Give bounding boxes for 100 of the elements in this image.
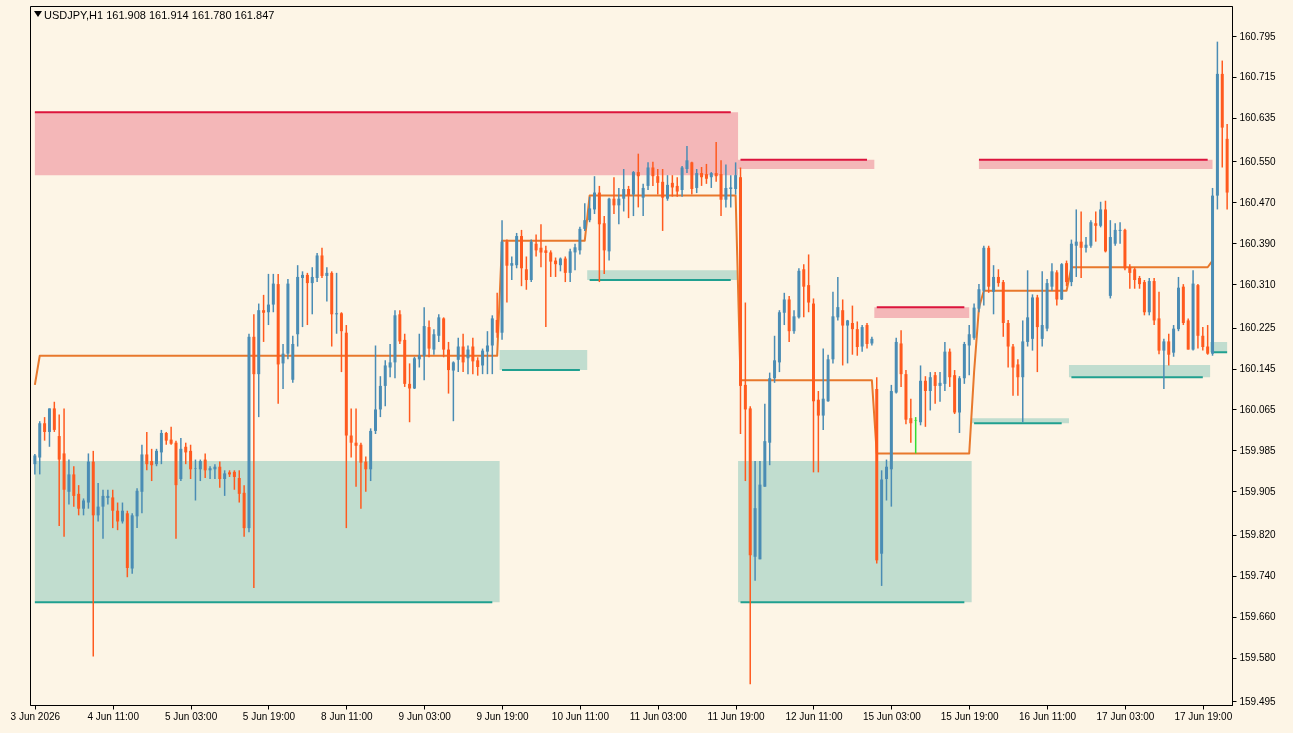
candlestick (583, 202, 587, 232)
candlestick (734, 161, 738, 196)
candlestick (884, 458, 888, 502)
candlestick (301, 270, 305, 328)
candlestick (588, 195, 592, 223)
candlestick (821, 347, 825, 431)
y-tick-label: 160.715 (1239, 71, 1277, 83)
candlestick (816, 390, 820, 474)
candlestick (860, 324, 864, 353)
candlestick (1118, 221, 1122, 245)
x-tick-label: 8 Jun 11:00 (321, 710, 374, 722)
candlestick (1206, 324, 1210, 356)
candlestick (77, 484, 81, 517)
candlestick (1162, 338, 1166, 390)
y-tick-label: 159.905 (1239, 485, 1277, 497)
candlestick (1099, 201, 1103, 229)
candlestick (325, 266, 329, 303)
candlestick (101, 489, 105, 540)
x-tick-label: 11 Jun 19:00 (707, 710, 766, 722)
x-tick-label: 15 Jun 03:00 (862, 710, 922, 722)
y-tick-label: 160.065 (1239, 403, 1277, 415)
candlestick (1011, 343, 1015, 397)
candlestick (1128, 263, 1132, 290)
x-tick-label: 17 Jun 19:00 (1174, 710, 1233, 722)
candlestick (646, 161, 650, 191)
candlestick (520, 229, 524, 287)
candlestick (427, 319, 431, 359)
candlestick (456, 337, 460, 373)
candlestick (841, 298, 845, 367)
candlestick (782, 292, 786, 326)
candlestick (451, 360, 455, 422)
candlestick (967, 324, 971, 376)
x-tick-label: 17 Jun 03:00 (1096, 710, 1155, 722)
candlestick (193, 458, 197, 502)
candlestick (159, 429, 163, 465)
candlestick (305, 272, 309, 326)
candlestick (388, 343, 392, 378)
candlestick (364, 455, 368, 493)
candlestick (1079, 210, 1083, 279)
candlestick (349, 407, 353, 459)
candlestick (320, 247, 324, 279)
candlestick (622, 168, 626, 213)
candlestick (72, 465, 76, 508)
candlestick (510, 255, 514, 281)
candlestick (354, 407, 358, 488)
x-tick-label: 5 Jun 03:00 (164, 710, 218, 722)
candlestick (617, 187, 621, 226)
candlestick (237, 469, 241, 504)
candlestick (923, 375, 927, 428)
candlestick (1113, 222, 1117, 247)
candlestick (1006, 319, 1010, 369)
candlestick (714, 141, 718, 183)
candlestick (534, 233, 538, 258)
candlestick (549, 249, 553, 278)
candlestick (563, 255, 567, 283)
x-tick-label: 16 Jun 11:00 (1019, 710, 1077, 722)
candlestick (120, 501, 124, 525)
candlestick (116, 501, 120, 531)
candlestick (485, 330, 489, 375)
candlestick (957, 375, 961, 434)
candlestick (928, 371, 932, 412)
candlestick (651, 161, 655, 187)
candlestick (627, 185, 631, 219)
x-tick-label: 11 Jun 03:00 (629, 710, 688, 722)
y-tick-label: 160.795 (1239, 30, 1277, 42)
candlestick (310, 266, 314, 316)
x-tick-label: 3 Jun 2026 (10, 710, 61, 722)
candlestick (1030, 293, 1034, 352)
candlestick (417, 332, 421, 369)
candlestick (106, 489, 110, 506)
candlestick (656, 168, 660, 196)
candlestick (1040, 270, 1044, 348)
candlestick (203, 452, 207, 479)
y-tick-label: 159.740 (1239, 570, 1277, 582)
candlestick (729, 174, 733, 209)
y-tick-label: 160.470 (1239, 196, 1277, 208)
candlestick (1201, 326, 1205, 352)
candlestick (578, 226, 582, 256)
candlestick (198, 458, 202, 482)
candlestick (914, 416, 918, 455)
x-tick-label: 9 Jun 19:00 (476, 710, 530, 722)
candlestick (476, 356, 480, 377)
candlestick (335, 272, 339, 335)
candlestick (461, 332, 465, 373)
candlestick (865, 322, 869, 350)
candlestick (612, 176, 616, 215)
candlestick (704, 163, 708, 185)
candlestick (437, 313, 441, 343)
x-tick-label: 12 Jun 11:00 (785, 710, 843, 722)
candlestick (544, 245, 548, 328)
candlestick (593, 175, 596, 215)
candlestick (189, 443, 193, 480)
candlestick (339, 311, 343, 373)
y-tick-label: 160.310 (1239, 278, 1277, 290)
candlestick (909, 397, 913, 444)
candlestick (1074, 208, 1078, 278)
candlestick (661, 168, 665, 232)
x-tick-label: 10 Jun 11:00 (551, 710, 610, 722)
candlestick (223, 469, 227, 497)
candlestick (315, 252, 319, 283)
